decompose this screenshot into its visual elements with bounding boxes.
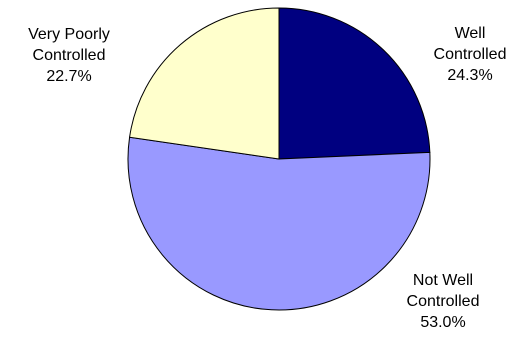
pie-label-line: Controlled: [407, 293, 480, 310]
pie-label-line: Well: [455, 25, 486, 42]
pie-label-0: Well Controlled 24.3%: [434, 25, 507, 84]
pie-slices: [127, 7, 431, 311]
pie-label-line: Controlled: [33, 47, 106, 64]
pie-label-line: Controlled: [434, 46, 507, 63]
pie-label-line: Not Well: [413, 272, 473, 289]
pie-label-percent: 24.3%: [447, 67, 492, 84]
pie-labels: Well Controlled 24.3% Not Well Controlled 53.…: [28, 25, 506, 331]
pie-label-percent: 22.7%: [46, 68, 91, 85]
pie-label-line: Very Poorly: [28, 26, 110, 43]
pie-slice-1: [127, 136, 431, 311]
pie-label-1: Not Well Controlled 53.0%: [407, 272, 480, 331]
pie-slice-2: [129, 7, 280, 160]
pie-label-percent: 53.0%: [420, 314, 465, 331]
pie-slice-0: [278, 7, 431, 160]
pie-label-2: Very Poorly Controlled 22.7%: [28, 26, 110, 85]
